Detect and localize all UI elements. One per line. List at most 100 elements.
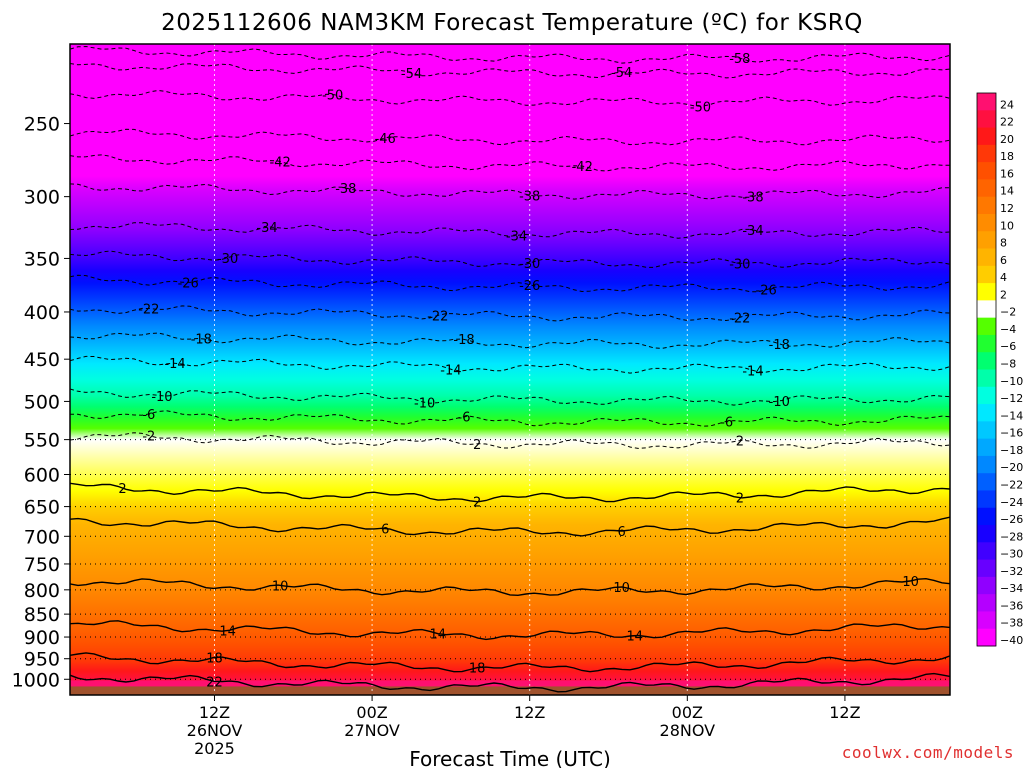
colorbar-label: −12 <box>1000 392 1023 405</box>
x-tick-label: 27NOV <box>344 721 400 740</box>
y-tick-label: 750 <box>24 554 60 576</box>
colorbar-swatch <box>977 352 996 370</box>
colorbar-swatch <box>977 231 996 250</box>
colorbar-swatch <box>977 386 996 405</box>
contour-label: -22 <box>729 311 750 326</box>
contour-label: 6 <box>618 525 626 540</box>
colorbar-label: −40 <box>1000 634 1023 647</box>
contour-label: -18 <box>769 338 790 353</box>
contour-label: -58 <box>729 52 750 67</box>
colorbar-swatch <box>977 628 996 647</box>
x-tick-label: 12Z <box>514 703 545 722</box>
contour-label: -26 <box>178 277 199 292</box>
colorbar-swatch <box>977 127 996 146</box>
contour-label: 2 <box>736 492 744 507</box>
colorbar-label: −32 <box>1000 565 1023 578</box>
colorbar-swatch <box>977 404 996 422</box>
x-axis-label: Forecast Time (UTC) <box>409 747 611 768</box>
colorbar-swatch <box>977 455 996 474</box>
colorbar-label: −34 <box>1000 582 1023 595</box>
contour-label: -10 <box>769 395 790 410</box>
contour-line-m10 <box>70 388 950 406</box>
contour-label: 18 <box>206 651 223 666</box>
colorbar-swatch <box>977 248 996 267</box>
contour-line-22 <box>70 672 950 693</box>
y-tick-label: 600 <box>24 465 60 487</box>
contour-label: 14 <box>429 628 446 643</box>
colorbar-label: 18 <box>1000 150 1014 163</box>
contour-label: -18 <box>191 333 212 348</box>
colorbar-label: −28 <box>1000 530 1023 543</box>
colorbar-label: −4 <box>1000 323 1016 336</box>
colorbar-label: −38 <box>1000 617 1023 630</box>
y-tick-label: 950 <box>24 649 60 671</box>
contour-label: -54 <box>401 67 422 82</box>
contour-line-m54 <box>70 63 950 79</box>
contour-line-10 <box>70 577 950 597</box>
colorbar-label: −2 <box>1000 306 1016 319</box>
contour-label: -6 <box>458 410 471 425</box>
contour-label: -10 <box>151 390 172 405</box>
y-tick-label: 700 <box>24 526 60 548</box>
site-credit: coolwx.com/models <box>841 743 1014 762</box>
contour-label: -26 <box>756 284 777 299</box>
contour-label: -54 <box>611 66 632 81</box>
colorbar-label: 8 <box>1000 237 1007 250</box>
colorbar-swatch <box>977 110 996 129</box>
contour-label: -34 <box>506 229 527 244</box>
colorbar-swatch <box>977 594 996 612</box>
colorbar-swatch <box>977 559 996 578</box>
colorbar-label: 16 <box>1000 167 1014 180</box>
colorbar-swatch <box>977 300 996 319</box>
y-tick-label: 350 <box>24 248 60 270</box>
surface-band <box>70 686 950 695</box>
contour-label: 6 <box>381 522 389 537</box>
contour-line-2 <box>70 482 950 503</box>
x-tick-label: 12Z <box>199 703 230 722</box>
colorbar-label: −8 <box>1000 358 1016 371</box>
contour-label: -38 <box>335 182 356 197</box>
contour-label: 10 <box>613 581 630 596</box>
y-tick-label: 300 <box>24 187 60 209</box>
colorbar-swatch <box>977 525 996 543</box>
colorbar-label: 12 <box>1000 202 1014 215</box>
x-tick-label: 28NOV <box>660 721 716 740</box>
x-tick-label: 12Z <box>829 703 860 722</box>
y-tick-label: 800 <box>24 580 60 602</box>
y-axis: 2503003504004505005506006507007508008509… <box>12 114 70 691</box>
y-tick-label: 500 <box>24 391 60 413</box>
contour-label: -50 <box>322 88 343 103</box>
contour-label: -42 <box>270 155 291 170</box>
contour-line-m34 <box>70 222 950 239</box>
contour-label: -38 <box>519 189 540 204</box>
contour-label: -42 <box>572 160 593 175</box>
colorbar-swatch <box>977 490 996 509</box>
colorbar-label: −6 <box>1000 340 1016 353</box>
contour-line-6 <box>70 516 950 537</box>
colorbar-swatch <box>977 213 996 232</box>
colorbar-label: −16 <box>1000 427 1023 440</box>
contour-line-m2 <box>70 432 950 449</box>
x-tick-label: 00Z <box>356 703 387 722</box>
colorbar-swatch <box>977 542 996 561</box>
contour-label: -2 <box>142 429 155 444</box>
contour-label: 10 <box>272 579 289 594</box>
contour-label: -30 <box>519 257 540 272</box>
y-tick-label: 550 <box>24 430 60 452</box>
colorbar-swatch <box>977 507 996 526</box>
colorbar-swatch <box>977 144 996 163</box>
colorbar-label: −14 <box>1000 409 1023 422</box>
contour-label: -10 <box>414 396 435 411</box>
contour-label: -22 <box>427 310 448 325</box>
colorbar-label: −20 <box>1000 461 1023 474</box>
plot-frame <box>69 43 951 696</box>
y-tick-label: 450 <box>24 349 60 371</box>
contour-label: 2 <box>473 496 481 511</box>
colorbar-label: 10 <box>1000 219 1014 232</box>
colorbar-label: 14 <box>1000 185 1014 198</box>
chart-title: 2025112606 NAM3KM Forecast Temperature (… <box>161 10 863 36</box>
contour-line-m42 <box>70 154 950 172</box>
colorbar-label: −36 <box>1000 599 1023 612</box>
colorbar-swatch <box>977 196 996 215</box>
